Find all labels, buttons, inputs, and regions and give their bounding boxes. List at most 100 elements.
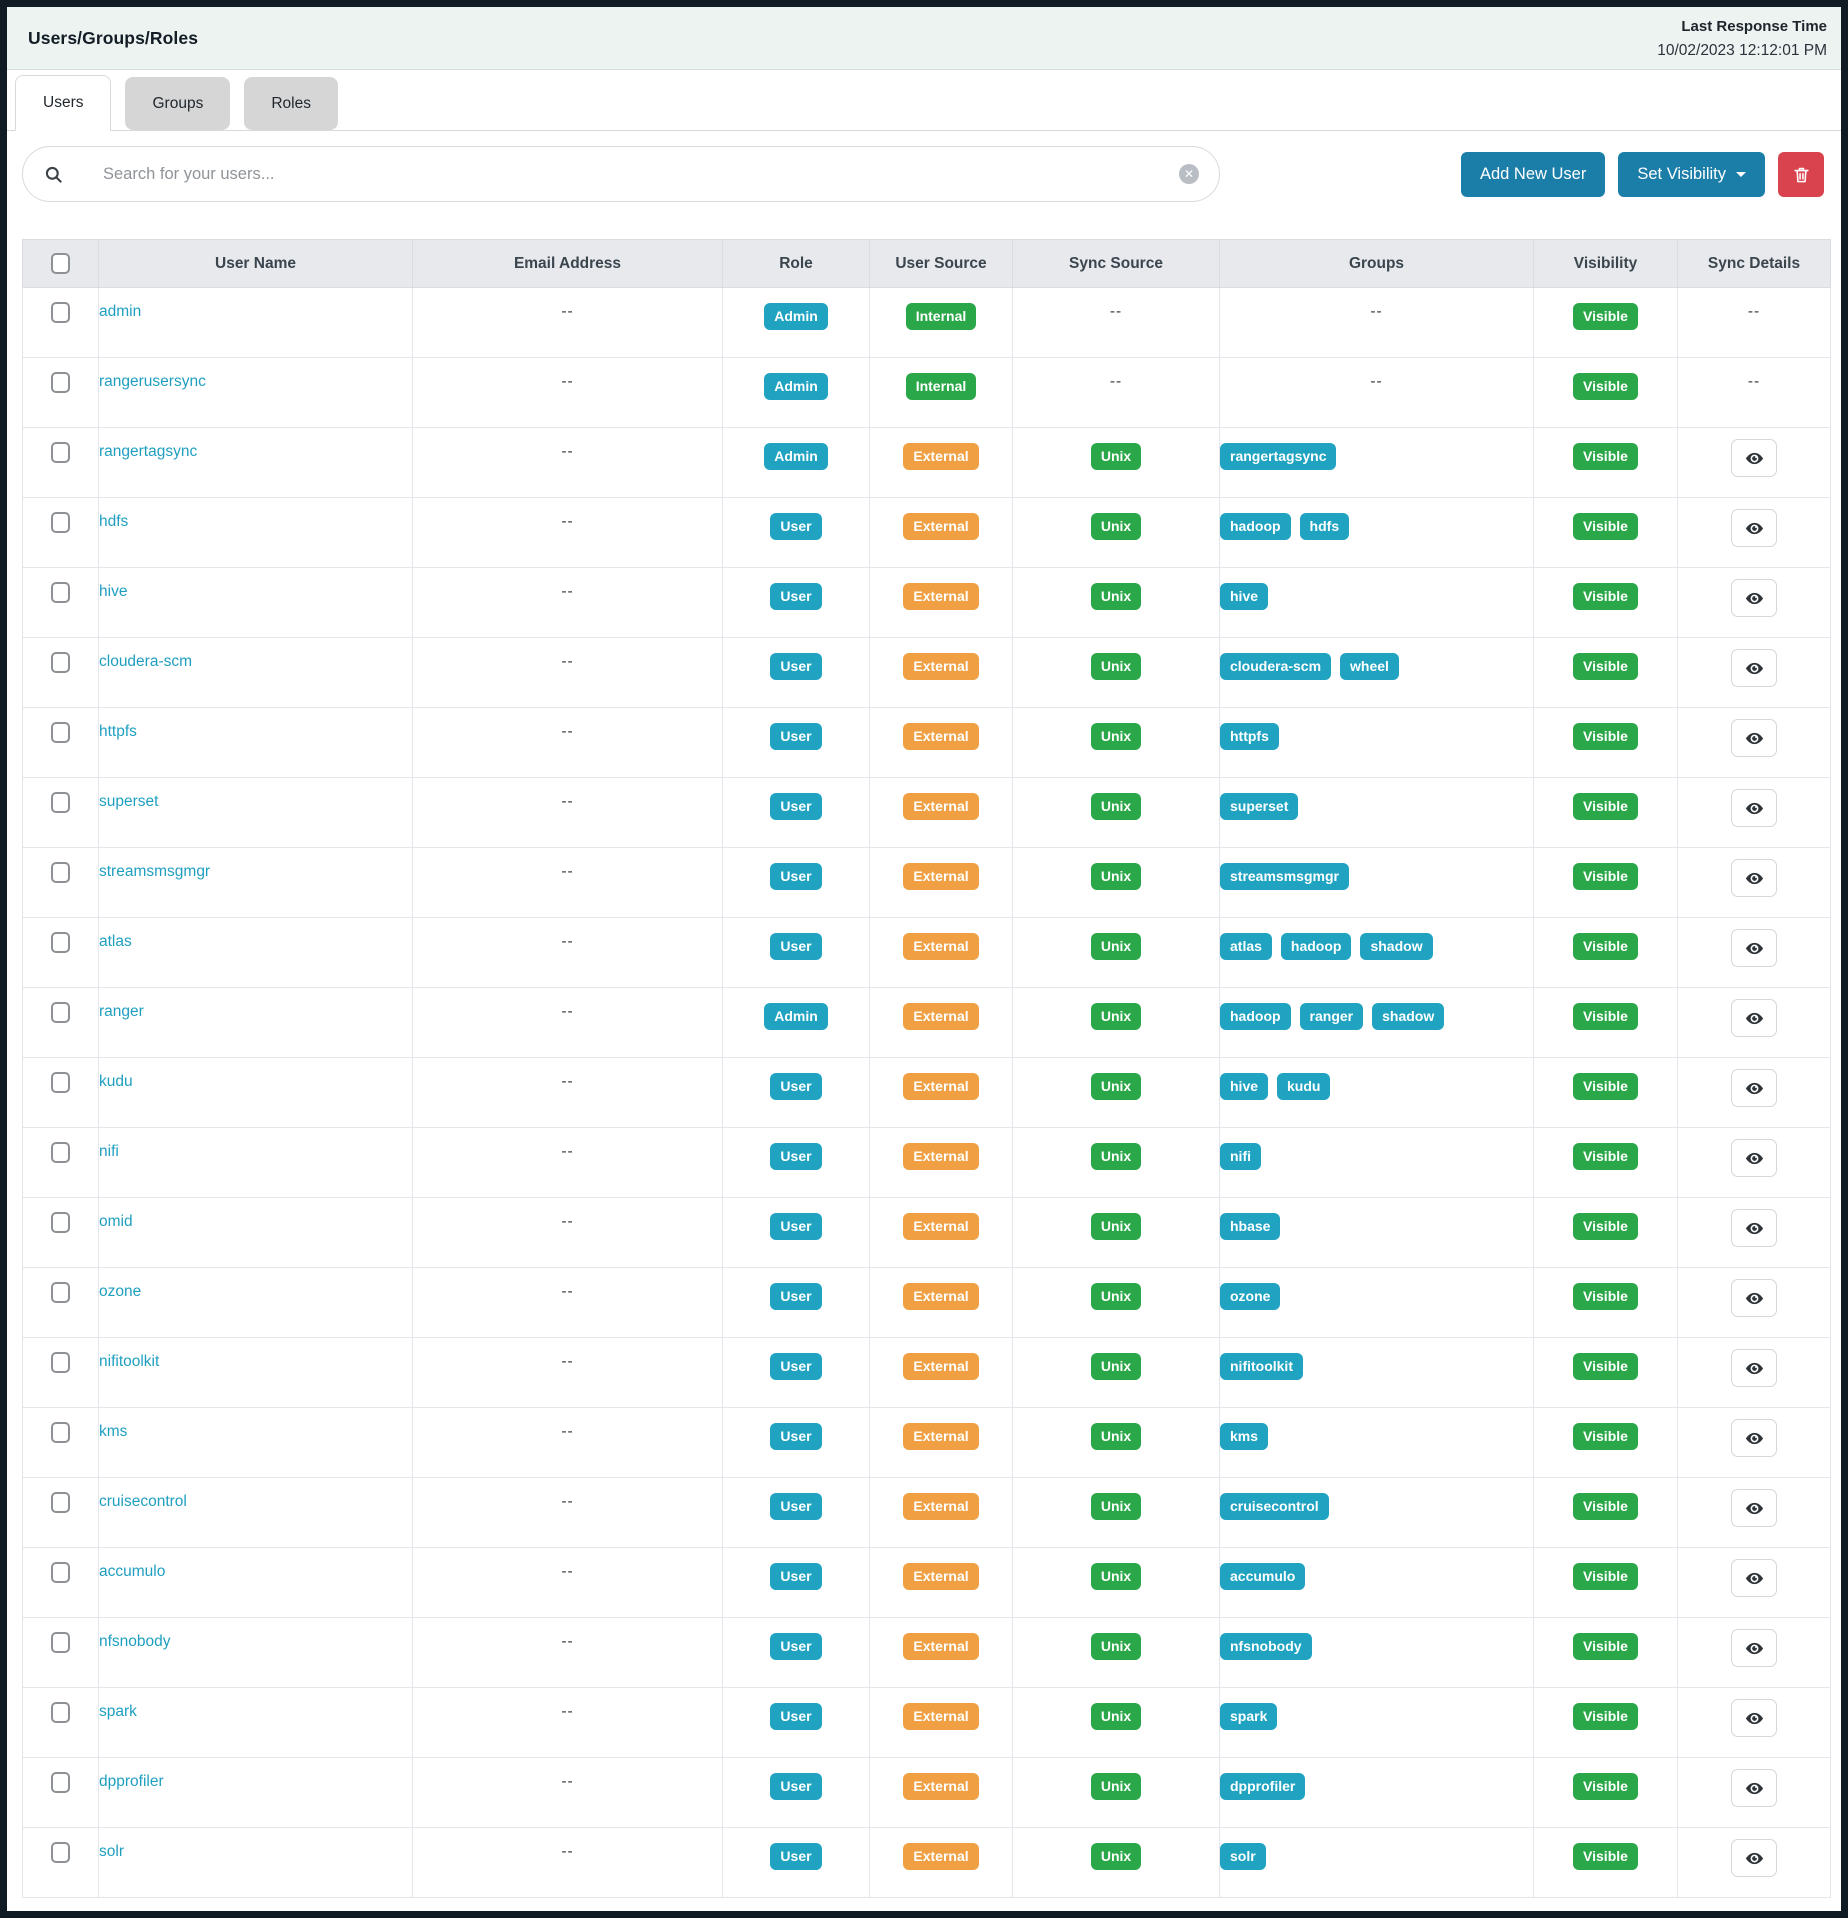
sync-details-button[interactable] xyxy=(1731,999,1777,1037)
row-checkbox[interactable] xyxy=(51,1072,70,1093)
row-checkbox[interactable] xyxy=(51,512,70,533)
row-checkbox[interactable] xyxy=(51,1702,70,1723)
row-checkbox[interactable] xyxy=(51,722,70,743)
sync-details-button[interactable] xyxy=(1731,1629,1777,1667)
select-all-checkbox[interactable] xyxy=(51,253,70,274)
tab-groups[interactable]: Groups xyxy=(125,77,231,130)
sync-details-button[interactable] xyxy=(1731,1419,1777,1457)
user-name-link[interactable]: admin xyxy=(99,303,142,320)
user-name-link[interactable]: cruisecontrol xyxy=(99,1493,187,1510)
user-name-link[interactable]: atlas xyxy=(99,933,132,950)
sync-details-button[interactable] xyxy=(1731,1699,1777,1737)
user-name-link[interactable]: hdfs xyxy=(99,513,129,530)
tab-users[interactable]: Users xyxy=(15,75,112,131)
row-checkbox[interactable] xyxy=(51,652,70,673)
row-checkbox[interactable] xyxy=(51,1842,70,1863)
sync-details-button[interactable] xyxy=(1731,1209,1777,1247)
eye-icon xyxy=(1745,662,1763,674)
eye-icon xyxy=(1745,1572,1763,1584)
sync-details-button[interactable] xyxy=(1731,1279,1777,1317)
sync-source-cell: Unix xyxy=(1012,497,1220,568)
row-checkbox[interactable] xyxy=(51,1212,70,1233)
sync-details-button[interactable] xyxy=(1731,789,1777,827)
user-name-link[interactable]: dpprofiler xyxy=(99,1773,164,1790)
sync-details-button[interactable] xyxy=(1731,719,1777,757)
user-name-link[interactable]: hive xyxy=(99,583,128,600)
table-row: streamsmsgmgr -- User External Unix stre… xyxy=(22,847,1831,918)
row-checkbox[interactable] xyxy=(51,302,70,323)
visibility-cell: Visible xyxy=(1533,357,1678,428)
sync-details-button[interactable] xyxy=(1731,1559,1777,1597)
user-name-link[interactable]: cloudera-scm xyxy=(99,653,193,670)
sync-source-cell: Unix xyxy=(1012,1267,1220,1338)
role-badge: User xyxy=(770,933,822,960)
search-input[interactable] xyxy=(101,163,1179,185)
user-name-link[interactable]: ozone xyxy=(99,1283,142,1300)
user-name-link[interactable]: ranger xyxy=(99,1003,144,1020)
row-checkbox[interactable] xyxy=(51,862,70,883)
add-new-user-button[interactable]: Add New User xyxy=(1460,151,1606,197)
user-name-link[interactable]: nifi xyxy=(99,1143,119,1160)
sync-details-button[interactable] xyxy=(1731,929,1777,967)
sync-details-button[interactable] xyxy=(1731,1839,1777,1877)
user-name-link[interactable]: nifitoolkit xyxy=(99,1353,160,1370)
sync-source-cell: Unix xyxy=(1012,427,1220,498)
sync-source-badge: Unix xyxy=(1090,1283,1142,1310)
role-cell: Admin xyxy=(722,987,870,1058)
user-name-link[interactable]: nfsnobody xyxy=(99,1633,171,1650)
visibility-badge: Visible xyxy=(1573,303,1638,330)
clear-search-icon[interactable]: ✕ xyxy=(1179,164,1199,184)
group-chip: hdfs xyxy=(1299,513,1350,540)
sync-details-button[interactable] xyxy=(1731,859,1777,897)
visibility-badge: Visible xyxy=(1573,1143,1638,1170)
email-cell: -- xyxy=(412,1477,723,1548)
visibility-cell: Visible xyxy=(1533,987,1678,1058)
row-checkbox[interactable] xyxy=(51,1492,70,1513)
user-name-link[interactable]: solr xyxy=(99,1843,124,1860)
row-checkbox[interactable] xyxy=(51,582,70,603)
sync-details-button[interactable] xyxy=(1731,1769,1777,1807)
sync-details-button[interactable] xyxy=(1731,439,1777,477)
user-name-link[interactable]: streamsmsgmgr xyxy=(99,863,211,880)
row-checkbox[interactable] xyxy=(51,1002,70,1023)
user-name-link[interactable]: rangertagsync xyxy=(99,443,198,460)
group-chip: hadoop xyxy=(1280,933,1352,960)
row-checkbox[interactable] xyxy=(51,1772,70,1793)
sync-details-button[interactable] xyxy=(1731,1349,1777,1387)
row-checkbox[interactable] xyxy=(51,442,70,463)
sync-details-button[interactable] xyxy=(1731,1139,1777,1177)
sync-details-button[interactable] xyxy=(1731,579,1777,617)
eye-icon xyxy=(1745,1152,1763,1164)
sync-details-button[interactable] xyxy=(1731,1069,1777,1107)
user-name-link[interactable]: kudu xyxy=(99,1073,133,1090)
user-name-link[interactable]: rangerusersync xyxy=(99,373,206,390)
user-name-link[interactable]: accumulo xyxy=(99,1563,166,1580)
tab-bar: Users Groups Roles xyxy=(7,70,1841,131)
search-box[interactable]: ✕ xyxy=(22,146,1220,202)
row-checkbox[interactable] xyxy=(51,372,70,393)
role-badge: Admin xyxy=(764,443,828,470)
row-checkbox[interactable] xyxy=(51,932,70,953)
sync-details-button[interactable] xyxy=(1731,509,1777,547)
delete-button[interactable] xyxy=(1778,151,1824,197)
sync-details-cell xyxy=(1677,1757,1831,1828)
user-name-link[interactable]: kms xyxy=(99,1423,128,1440)
user-name-link[interactable]: spark xyxy=(99,1703,137,1720)
row-checkbox[interactable] xyxy=(51,1422,70,1443)
user-source-badge: External xyxy=(903,1773,979,1800)
row-checkbox[interactable] xyxy=(51,1632,70,1653)
groups-cell: nifitoolkit xyxy=(1219,1337,1534,1408)
row-checkbox[interactable] xyxy=(51,1562,70,1583)
row-checkbox[interactable] xyxy=(51,792,70,813)
sync-details-button[interactable] xyxy=(1731,1489,1777,1527)
table-row: atlas -- User External Unix atlas hadoop s… xyxy=(22,917,1831,988)
tab-roles[interactable]: Roles xyxy=(244,77,338,130)
user-name-link[interactable]: superset xyxy=(99,793,159,810)
user-name-link[interactable]: httpfs xyxy=(99,723,137,740)
row-checkbox[interactable] xyxy=(51,1352,70,1373)
row-checkbox[interactable] xyxy=(51,1282,70,1303)
row-checkbox[interactable] xyxy=(51,1142,70,1163)
user-name-link[interactable]: omid xyxy=(99,1213,133,1230)
sync-details-button[interactable] xyxy=(1731,649,1777,687)
set-visibility-dropdown[interactable]: Set Visibility xyxy=(1618,151,1765,197)
